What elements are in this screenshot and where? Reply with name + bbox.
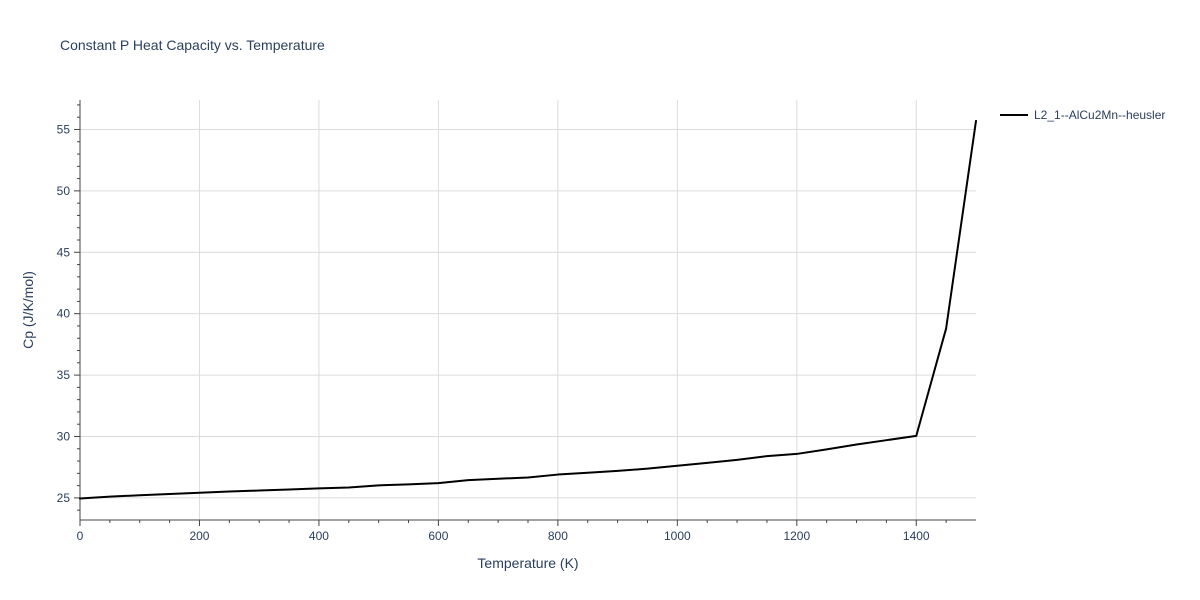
x-tick-label: 400	[309, 529, 329, 543]
y-axis-title: Cp (J/K/mol)	[20, 271, 36, 349]
y-tick-label: 45	[57, 245, 71, 259]
chart-title: Constant P Heat Capacity vs. Temperature	[60, 37, 325, 53]
x-tick-label: 800	[548, 529, 568, 543]
ticks-layer: 0 200 400 600 800 1000 1200 1400 25 30 35 40 45 50 55	[57, 104, 947, 543]
x-tick-label: 200	[189, 529, 209, 543]
y-tick-label: 30	[57, 429, 71, 443]
x-tick-label: 1000	[664, 529, 691, 543]
y-tick-label: 40	[57, 307, 71, 321]
axes-layer	[79, 100, 976, 521]
x-tick-label: 0	[77, 529, 84, 543]
x-tick-label: 1200	[783, 529, 810, 543]
legend-label: L2_1--AlCu2Mn--heusler	[1034, 108, 1165, 122]
series-line	[79, 119, 977, 500]
y-tick-label: 35	[57, 368, 71, 382]
series-layer	[79, 119, 977, 500]
x-tick-label: 1400	[903, 529, 930, 543]
y-tick-label: 55	[57, 122, 71, 136]
x-tick-label: 600	[428, 529, 448, 543]
y-tick-label: 50	[57, 184, 71, 198]
x-axis-title: Temperature (K)	[477, 555, 578, 571]
y-tick-label: 25	[57, 491, 71, 505]
grid-layer	[80, 100, 976, 520]
legend[interactable]: L2_1--AlCu2Mn--heusler	[1000, 108, 1165, 122]
